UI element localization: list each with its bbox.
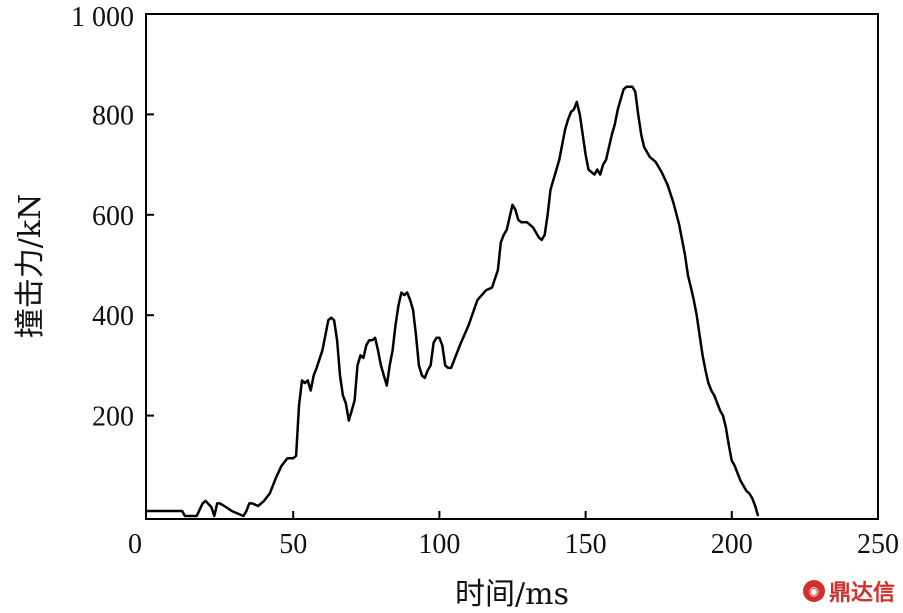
x-axis-label: 时间/ms [455,577,569,612]
x-tick-label: 50 [279,529,307,560]
x-tick-label: 0 [128,529,142,560]
y-axis-label: 撞击力/kN [13,194,48,339]
watermark: ◉ 鼎达信 [802,575,895,607]
watermark-text: 鼎达信 [828,581,895,606]
watermark-logo-icon: ◉ [802,580,825,602]
y-tick-label: 600 [92,201,134,232]
impact-force-line [147,85,760,518]
x-tick-label: 200 [711,529,753,560]
x-tick-label: 100 [418,529,460,560]
y-tick-label: 800 [92,100,134,131]
plot-frame [145,13,879,520]
y-tick-label: 1 000 [71,2,134,33]
y-tick-label: 400 [92,301,134,332]
y-tick-label: 200 [92,402,134,433]
x-tick-label: 250 [857,529,899,560]
x-tick-label: 150 [565,529,607,560]
y-axis-ticks: 200 400 600 800 1 000 [71,2,154,433]
x-axis-ticks: 0 50 100 150 200 250 [128,511,899,560]
